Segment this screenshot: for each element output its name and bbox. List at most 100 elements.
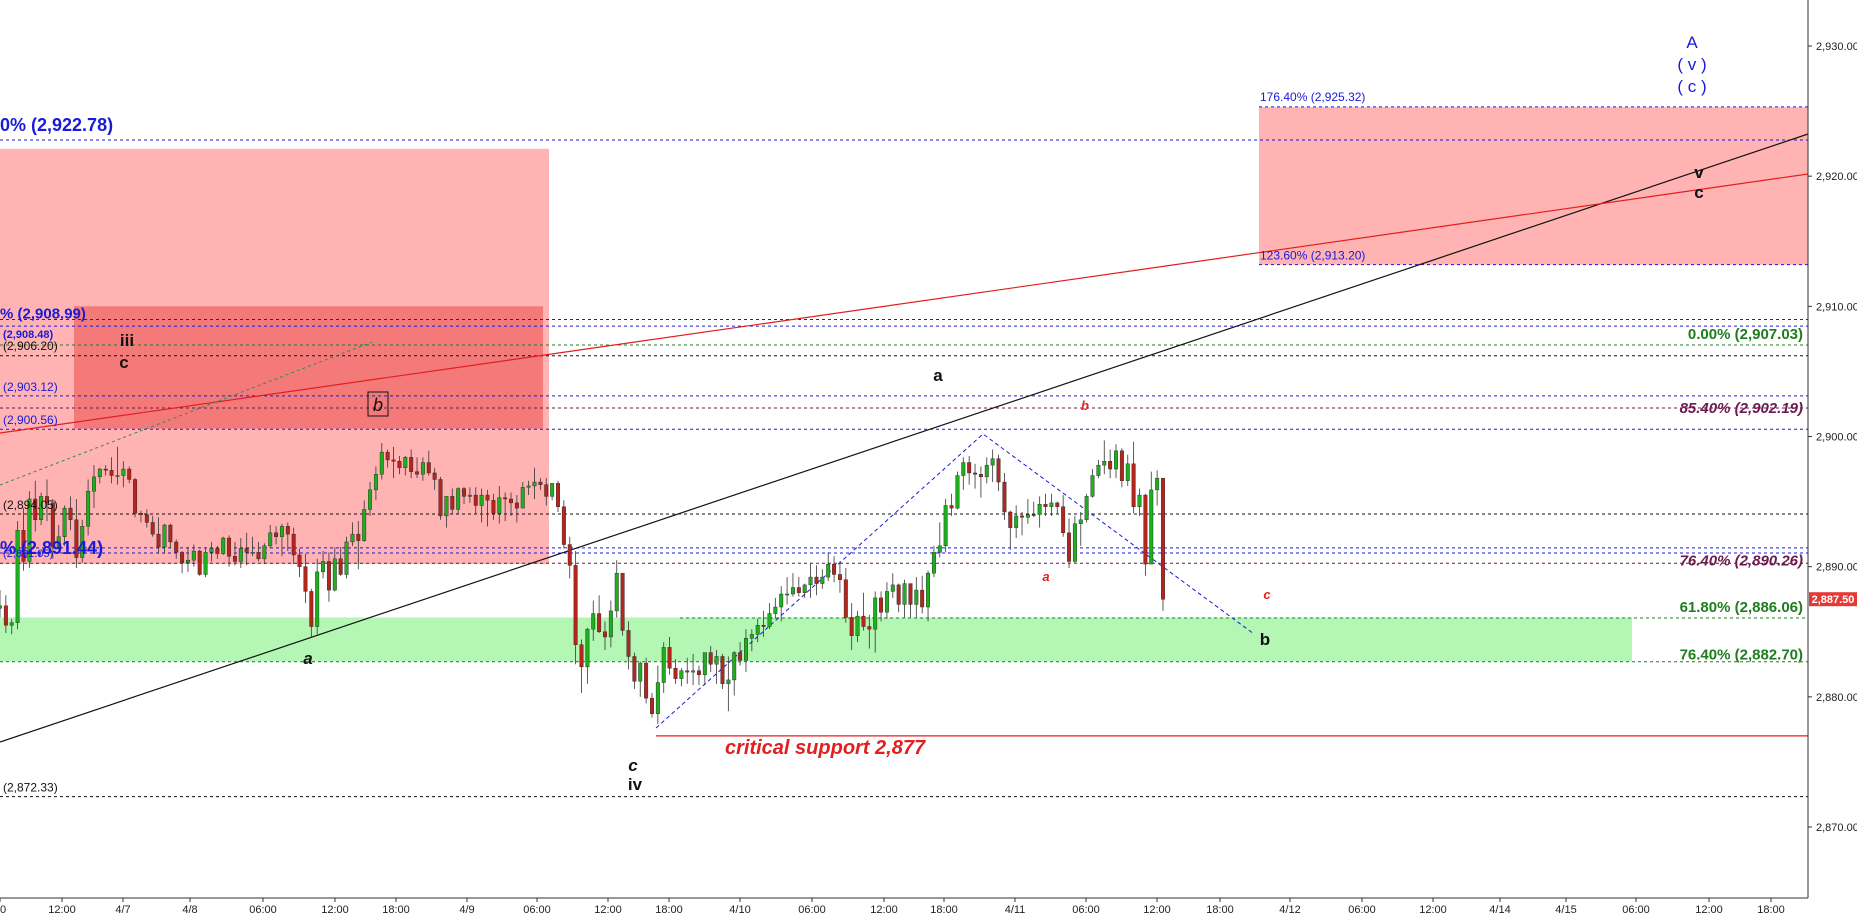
candle-body [826,563,831,578]
x-tick-label: 12:00 [1143,904,1171,916]
candle-body [1008,511,1013,528]
candle-body [790,587,795,595]
candle-body [1114,450,1118,470]
candle-body [779,593,784,608]
candle-body [1161,477,1165,600]
candle-body [1096,464,1101,476]
candle-body [45,496,49,504]
candle-body [514,502,519,509]
candle-body [0,605,2,609]
candle-body [573,565,578,645]
candle-body [109,470,114,476]
candle-body [1119,450,1124,481]
candle-body [262,545,267,560]
candle-body [133,479,138,514]
candle-body [274,532,279,537]
candle-body [215,548,220,554]
candle-body [479,494,484,506]
candle-body [385,451,390,461]
candle-body [1025,514,1030,518]
trendline-red [0,173,1809,434]
current-price-box [1809,592,1857,607]
candle-body [884,591,889,613]
candle-body [820,576,825,584]
support-zone [0,617,1632,662]
candle-body [362,509,367,541]
candle-body [315,571,320,627]
candle-body [74,519,79,558]
candle-body [1078,519,1083,524]
candle-body [920,589,925,608]
wave-label-6: c [119,353,128,372]
candle-body [279,526,284,537]
candle-body [86,490,91,527]
candle-body [162,524,167,548]
candle-body [726,679,731,685]
candle-body [497,497,502,514]
candle-body [15,530,20,623]
candle-body [603,631,607,638]
x-tick-label: 12:00 [1695,904,1723,916]
wave-label-1: ( v ) [1677,55,1706,74]
candle-body [644,662,649,699]
x-tick-label: 06:00 [1072,904,1100,916]
candle-body [344,541,349,575]
candle-body [855,615,860,636]
candle-body [955,475,960,509]
candle-body [908,583,913,605]
candle-body [532,481,537,487]
candle-body [68,507,73,521]
candle-body [744,638,748,661]
candle-body [632,656,637,682]
x-tick-label: 12:00 [48,904,76,916]
candle-body [409,457,414,472]
candle-body [268,532,273,547]
candle-body [597,613,602,632]
candle-body [285,526,290,535]
level-label-7: (2,903.12) [3,380,58,394]
candle-body [890,584,895,592]
trendlines-layer [0,133,1809,743]
candle-body [332,558,337,591]
candle-body [585,628,590,668]
y-tick-label: 2,890.00 [1816,562,1857,574]
wave-label-11: iv [628,775,643,794]
candle-body [221,537,226,554]
level-label-5: 0.00% (2,907.03) [1688,326,1803,343]
x-tick-label: 0 [0,904,6,916]
candle-body [837,574,842,580]
level-label-13: 76.40% (2,890.26) [1680,552,1803,569]
candle-body [379,451,384,475]
candle-body [702,652,707,675]
x-tick-label: 18:00 [1757,904,1785,916]
candle-body [291,533,296,556]
candle-body [767,613,772,627]
candle-body [438,479,443,517]
candle-body [1072,523,1077,562]
candle-body [491,500,496,514]
candle-body [168,524,173,543]
level-label-11: % (2,891.44) [0,538,103,558]
candle-body [973,472,978,475]
x-axis: 0 12:00 4/7 4/8 06:00 12:00 18:00 4/9 06:00 12:00… [0,897,1808,916]
candle-body [467,494,472,497]
candle-body [62,507,67,537]
candle-body [1090,475,1095,497]
resistance-zone-inner [74,306,543,429]
candle-body [802,584,807,593]
candle-body [232,556,237,562]
candle-body [97,468,102,478]
candle-body [1108,461,1113,470]
candle-body [297,554,302,567]
candle-body [902,583,907,605]
candle-body [103,468,108,471]
candle-body [773,606,778,614]
x-tick-label: 18:00 [1206,904,1234,916]
candle-body [937,545,942,553]
candle-body [1155,477,1160,491]
candle-body [832,563,837,575]
candle-body [650,697,654,714]
candle-body [27,498,32,562]
